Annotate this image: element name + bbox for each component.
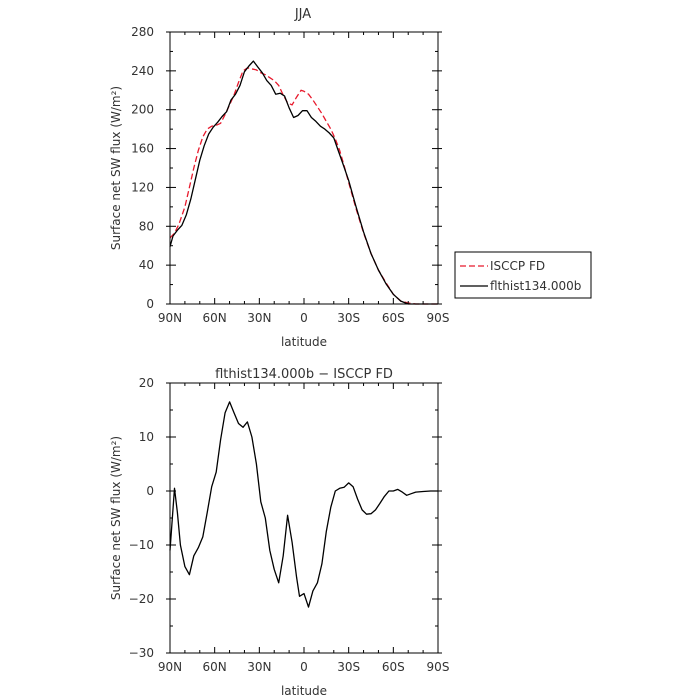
bottom-chart-x-axis-label: latitude (281, 684, 327, 698)
y-tick-label: 80 (139, 219, 154, 233)
bottom-chart-title: flthist134.000b − ISCCP FD (215, 367, 393, 382)
y-tick-label: 20 (139, 376, 154, 390)
bottom-chart-series (169, 401, 438, 608)
y-tick-label: −30 (129, 646, 154, 660)
x-tick-label: 90N (158, 660, 182, 674)
bottom-chart-frame (169, 382, 439, 654)
y-tick-label: −20 (129, 592, 154, 606)
x-tick-label: 0 (300, 660, 308, 674)
x-tick-label: 60N (203, 660, 227, 674)
y-tick-label: 240 (131, 64, 154, 78)
y-tick-label: 0 (146, 297, 154, 311)
legend-box (454, 251, 592, 299)
x-tick-label: 30N (247, 660, 271, 674)
x-tick-label: 90S (427, 311, 450, 325)
y-tick-label: 160 (131, 142, 154, 156)
top-chart-y-axis-label: Surface net SW flux (W/m²) (109, 86, 123, 250)
x-tick-label: 0 (300, 311, 308, 325)
x-tick-label: 90S (427, 660, 450, 674)
y-tick-label: 280 (131, 25, 154, 39)
x-tick-label: 30S (337, 311, 360, 325)
top-chart-title: JJA (294, 7, 311, 22)
x-tick-label: 60N (203, 311, 227, 325)
x-tick-label: 30S (337, 660, 360, 674)
legend-label-isccp: ISCCP FD (490, 259, 545, 273)
top-chart-frame (169, 31, 439, 305)
top-chart-panel: JJA 90N 60N 30N 0 30S 60S 90S 0 40 80 120 160 200 240… (109, 7, 592, 349)
y-tick-label: 0 (146, 484, 154, 498)
bottom-chart-y-axis-label: Surface net SW flux (W/m²) (109, 436, 123, 600)
top-chart-ticks: 90N 60N 30N 0 30S 60S 90S 0 40 80 120 160 200 240 280 (131, 25, 449, 325)
x-tick-label: 60S (382, 311, 405, 325)
y-tick-label: 40 (139, 258, 154, 272)
y-tick-label: 10 (139, 430, 154, 444)
top-chart-legend: ISCCP FD flthist134.000b (454, 251, 592, 299)
x-tick-label: 60S (382, 660, 405, 674)
x-tick-label: 30N (247, 311, 271, 325)
bottom-chart-panel: flthist134.000b − ISCCP FD 90N 60N 30N 0 30S… (109, 367, 449, 698)
series-line-isccp-fd (169, 67, 438, 305)
legend-label-flthist: flthist134.000b (490, 279, 581, 293)
series-line-difference (169, 401, 438, 608)
y-tick-label: 120 (131, 180, 154, 194)
y-tick-label: 200 (131, 103, 154, 117)
y-tick-label: −10 (129, 538, 154, 552)
top-chart-series (169, 60, 438, 305)
series-line-flthist134-000b (169, 60, 438, 305)
x-tick-label: 90N (158, 311, 182, 325)
top-chart-x-axis-label: latitude (281, 335, 327, 349)
